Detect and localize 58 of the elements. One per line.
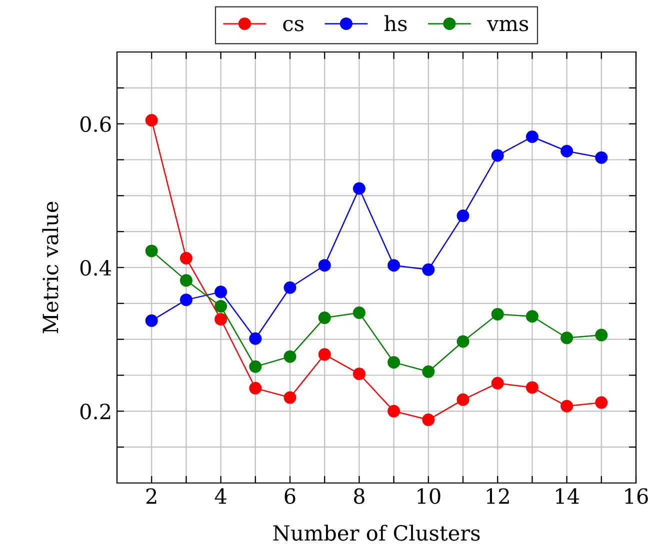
point xyxy=(456,393,470,406)
point xyxy=(456,335,470,348)
point xyxy=(318,348,331,361)
point xyxy=(352,182,366,195)
point xyxy=(422,365,435,378)
point xyxy=(422,414,435,426)
point xyxy=(526,381,538,394)
point xyxy=(180,294,192,306)
point xyxy=(318,312,331,324)
point xyxy=(595,396,608,409)
point xyxy=(284,281,296,294)
x-tick-label: 8 xyxy=(354,488,364,504)
legend-label: hs xyxy=(384,15,407,32)
point xyxy=(214,286,228,298)
point xyxy=(560,400,574,412)
point xyxy=(180,274,192,287)
point xyxy=(491,376,504,390)
point xyxy=(595,151,608,164)
y-axis-title: Metric value xyxy=(42,202,58,334)
x-tick-label: 12 xyxy=(486,488,509,504)
point xyxy=(180,252,192,264)
point xyxy=(560,144,574,158)
point xyxy=(422,263,435,276)
x-tick-label: 2 xyxy=(146,488,156,504)
point xyxy=(560,332,574,344)
point xyxy=(491,149,504,162)
point xyxy=(284,350,296,363)
point xyxy=(145,114,158,126)
point xyxy=(214,300,228,313)
point xyxy=(388,259,400,272)
point xyxy=(595,328,608,342)
point xyxy=(145,314,158,327)
point xyxy=(526,310,538,323)
y-tick-label: 0.4 xyxy=(80,260,112,276)
point xyxy=(284,391,296,404)
x-axis-title: Number of Clusters xyxy=(273,524,480,541)
point xyxy=(318,259,331,272)
point xyxy=(388,356,400,369)
point xyxy=(249,382,262,394)
point xyxy=(526,130,538,144)
legend-label: cs xyxy=(283,20,304,32)
point xyxy=(249,332,262,345)
x-tick-label: 14 xyxy=(556,488,580,504)
x-tick-label: 16 xyxy=(625,488,648,504)
point xyxy=(352,306,366,320)
point xyxy=(352,368,366,380)
point xyxy=(456,210,470,222)
y-tick-label: 0.2 xyxy=(80,404,110,420)
point xyxy=(145,244,158,258)
x-tick-label: 6 xyxy=(284,488,296,504)
x-tick-label: 4 xyxy=(214,488,226,504)
legend-label: vms xyxy=(486,20,528,32)
y-tick-label: 0.6 xyxy=(80,116,111,132)
point xyxy=(491,308,504,320)
point xyxy=(214,312,228,326)
point xyxy=(249,360,262,373)
x-tick-label: 10 xyxy=(418,488,440,504)
point xyxy=(388,404,400,418)
